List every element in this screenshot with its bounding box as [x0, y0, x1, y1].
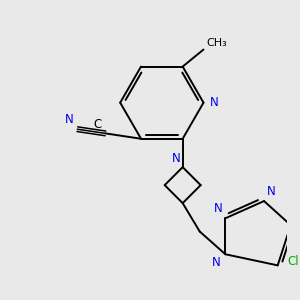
Text: N: N [214, 202, 223, 215]
Text: N: N [65, 113, 74, 126]
Text: N: N [267, 185, 276, 198]
Text: N: N [172, 152, 181, 165]
Text: C: C [93, 118, 102, 130]
Text: CH₃: CH₃ [206, 38, 227, 48]
Text: N: N [210, 96, 219, 109]
Text: Cl: Cl [288, 255, 299, 268]
Text: N: N [212, 256, 220, 269]
